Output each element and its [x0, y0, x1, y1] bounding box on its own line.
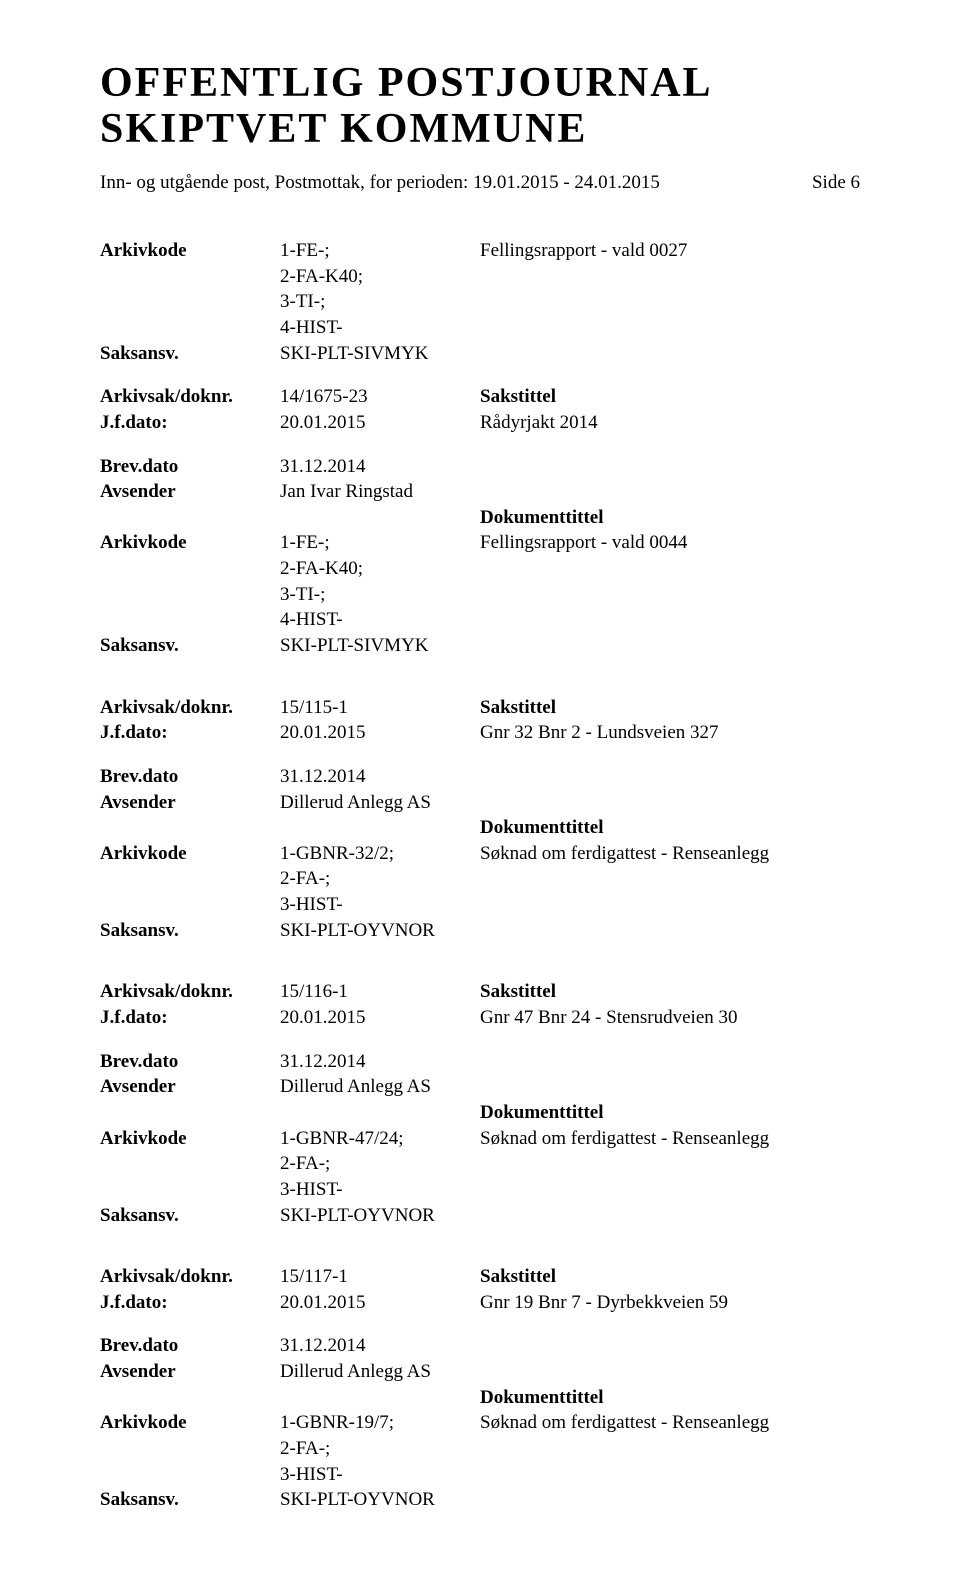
value-arkivsak: 15/117-1: [280, 1264, 480, 1290]
label-saksansv: Saksansv.: [100, 1203, 280, 1229]
label-arkivsak: Arkivsak/doknr.: [100, 384, 280, 410]
label-avsender: Avsender: [100, 790, 280, 816]
subtitle-row: Inn- og utgående post, Postmottak, for p…: [100, 170, 880, 196]
label-jfdato: J.f.dato:: [100, 1005, 280, 1031]
value-brevdato: 31.12.2014: [280, 1049, 880, 1075]
title-line2: SKIPTVET KOMMUNE: [100, 106, 880, 152]
value-dokumenttittel: Søknad om ferdigattest - Renseanlegg: [480, 1410, 880, 1487]
label-dokumenttittel: Dokumenttittel: [480, 815, 880, 841]
value-top-arkivkode: 1-FE-; 2-FA-K40; 3-TI-; 4-HIST-: [280, 238, 480, 341]
label-jfdato: J.f.dato:: [100, 1290, 280, 1316]
journal-entry: Arkivsak/doknr. 15/116-1 Sakstittel J.f.…: [100, 979, 880, 1228]
label-saksansv: Saksansv.: [100, 918, 280, 944]
value-brevdato: 31.12.2014: [280, 1333, 880, 1359]
label-sakstittel: Sakstittel: [480, 384, 880, 410]
label-arkivkode: Arkivkode: [100, 1126, 280, 1203]
value-saksansv: SKI-PLT-OYVNOR: [280, 1203, 880, 1229]
label-brevdato: Brev.dato: [100, 1049, 280, 1075]
label-saksansv: Saksansv.: [100, 341, 280, 367]
subtitle: Inn- og utgående post, Postmottak, for p…: [100, 170, 660, 196]
page-title: OFFENTLIG POSTJOURNAL SKIPTVET KOMMUNE: [100, 60, 880, 152]
label-arkivkode: Arkivkode: [100, 841, 280, 918]
spacer: [100, 1100, 280, 1126]
value-brevdato: 31.12.2014: [280, 764, 880, 790]
value-saksansv: SKI-PLT-SIVMYK: [280, 633, 880, 659]
label-brevdato: Brev.dato: [100, 1333, 280, 1359]
value-saksansv: SKI-PLT-OYVNOR: [280, 1487, 880, 1513]
value-jfdato: 20.01.2015: [280, 410, 480, 436]
label-sakstittel: Sakstittel: [480, 695, 880, 721]
label-arkivkode: Arkivkode: [100, 238, 280, 341]
journal-entry: Arkivsak/doknr. 15/115-1 Sakstittel J.f.…: [100, 695, 880, 944]
value-dokumenttittel: Søknad om ferdigattest - Renseanlegg: [480, 841, 880, 918]
spacer: [280, 1100, 480, 1126]
spacer: [280, 505, 480, 531]
value-arkivkode: 1-FE-; 2-FA-K40; 3-TI-; 4-HIST-: [280, 530, 480, 633]
title-line1: OFFENTLIG POSTJOURNAL: [100, 60, 880, 106]
value-arkivkode: 1-GBNR-32/2; 2-FA-; 3-HIST-: [280, 841, 480, 918]
value-top-dok: Fellingsrapport - vald 0027: [480, 238, 880, 341]
label-dokumenttittel: Dokumenttittel: [480, 505, 880, 531]
value-arkivsak: 15/116-1: [280, 979, 480, 1005]
value-sakstittel: Gnr 32 Bnr 2 - Lundsveien 327: [480, 720, 880, 746]
label-arkivsak: Arkivsak/doknr.: [100, 1264, 280, 1290]
label-brevdato: Brev.dato: [100, 764, 280, 790]
spacer: [100, 815, 280, 841]
spacer: [280, 815, 480, 841]
value-top-saksansv: SKI-PLT-SIVMYK: [280, 341, 880, 367]
label-brevdato: Brev.dato: [100, 454, 280, 480]
label-arkivsak: Arkivsak/doknr.: [100, 979, 280, 1005]
value-jfdato: 20.01.2015: [280, 1290, 480, 1316]
value-jfdato: 20.01.2015: [280, 720, 480, 746]
value-arkivsak: 14/1675-23: [280, 384, 480, 410]
value-jfdato: 20.01.2015: [280, 1005, 480, 1031]
value-avsender: Jan Ivar Ringstad: [280, 479, 880, 505]
label-avsender: Avsender: [100, 479, 280, 505]
label-jfdato: J.f.dato:: [100, 720, 280, 746]
label-sakstittel: Sakstittel: [480, 979, 880, 1005]
value-brevdato: 31.12.2014: [280, 454, 880, 480]
label-avsender: Avsender: [100, 1074, 280, 1100]
label-sakstittel: Sakstittel: [480, 1264, 880, 1290]
value-avsender: Dillerud Anlegg AS: [280, 1359, 880, 1385]
label-jfdato: J.f.dato:: [100, 410, 280, 436]
value-dokumenttittel: Søknad om ferdigattest - Renseanlegg: [480, 1126, 880, 1203]
value-arkivsak: 15/115-1: [280, 695, 480, 721]
label-arkivkode: Arkivkode: [100, 1410, 280, 1487]
label-dokumenttittel: Dokumenttittel: [480, 1100, 880, 1126]
value-sakstittel: Gnr 47 Bnr 24 - Stensrudveien 30: [480, 1005, 880, 1031]
value-saksansv: SKI-PLT-OYVNOR: [280, 918, 880, 944]
value-dokumenttittel: Fellingsrapport - vald 0044: [480, 530, 880, 633]
label-arkivkode: Arkivkode: [100, 530, 280, 633]
value-sakstittel: Rådyrjakt 2014: [480, 410, 880, 436]
spacer: [100, 1385, 280, 1411]
value-sakstittel: Gnr 19 Bnr 7 - Dyrbekkveien 59: [480, 1290, 880, 1316]
value-avsender: Dillerud Anlegg AS: [280, 1074, 880, 1100]
label-dokumenttittel: Dokumenttittel: [480, 1385, 880, 1411]
value-arkivkode: 1-GBNR-19/7; 2-FA-; 3-HIST-: [280, 1410, 480, 1487]
journal-entry: Arkivsak/doknr. 15/117-1 Sakstittel J.f.…: [100, 1264, 880, 1513]
journal-entry: Arkivkode 1-FE-; 2-FA-K40; 3-TI-; 4-HIST…: [100, 238, 880, 659]
value-avsender: Dillerud Anlegg AS: [280, 790, 880, 816]
label-avsender: Avsender: [100, 1359, 280, 1385]
page-side-label: Side 6: [812, 170, 880, 196]
spacer: [100, 505, 280, 531]
label-arkivsak: Arkivsak/doknr.: [100, 695, 280, 721]
label-saksansv: Saksansv.: [100, 1487, 280, 1513]
spacer: [280, 1385, 480, 1411]
value-arkivkode: 1-GBNR-47/24; 2-FA-; 3-HIST-: [280, 1126, 480, 1203]
label-saksansv: Saksansv.: [100, 633, 280, 659]
